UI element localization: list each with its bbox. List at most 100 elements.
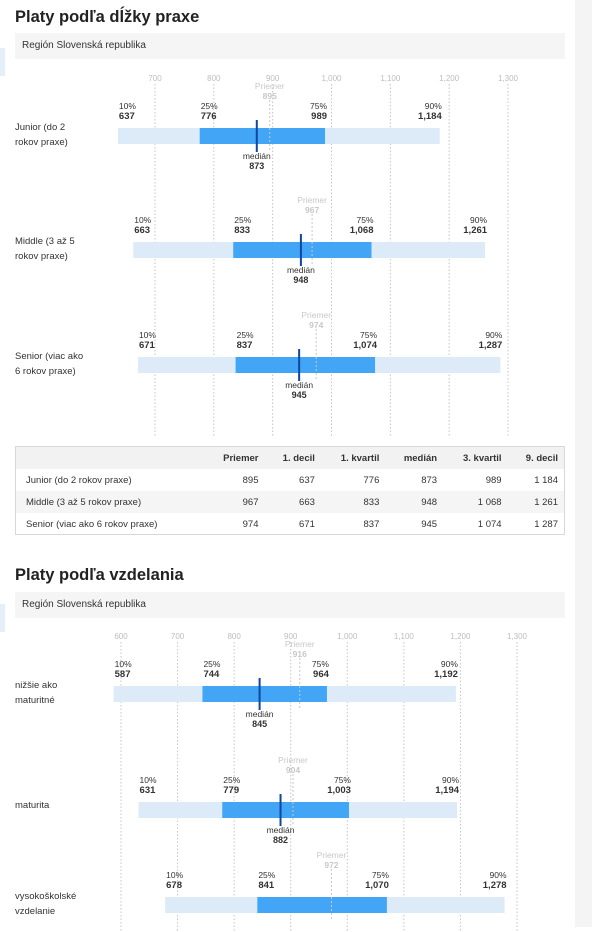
row-label: maturitné <box>15 695 55 706</box>
table-header-quartile1: 1. kvartil <box>320 447 386 469</box>
row-label: Middle (3 až 5 rokov praxe) <box>16 491 205 513</box>
row-label: maturita <box>15 800 50 811</box>
p25-label: 25% <box>234 215 251 225</box>
cell-decile1: 663 <box>264 491 321 513</box>
row-label: nižšie ako <box>15 680 57 691</box>
mean-value: 916 <box>293 649 307 659</box>
x-tick-label: 700 <box>171 632 185 641</box>
p10-value: 637 <box>119 111 135 122</box>
cell-quartile3: 1 068 <box>443 491 508 513</box>
p75-label: 75% <box>310 101 327 111</box>
x-tick-label: 1,200 <box>450 632 471 641</box>
x-tick-label: 800 <box>207 74 221 83</box>
median-marker <box>258 678 261 710</box>
row-label: Senior (viac ako 6 rokov praxe) <box>26 518 158 530</box>
median-label: medián <box>287 265 315 275</box>
p90-value: 1,184 <box>418 111 442 122</box>
iqr-bar <box>202 686 327 702</box>
p90-label: 90% <box>441 659 458 669</box>
salary-by-education-chart: 600 700 800 900 1,000 1,100 1,200 1,300 nižšie a… <box>15 632 528 932</box>
table-row: Junior (do 2 rokov praxe) 895 637 776 87… <box>16 469 564 491</box>
p90-value: 1,287 <box>479 340 503 351</box>
cell-decile9: 1 287 <box>534 518 558 530</box>
cell-median: 948 <box>385 491 444 513</box>
table-header-row: Priemer 1. decil 1. kvartil medián 3. kv… <box>16 447 564 469</box>
section-title-experience: Platy podľa dĺžky praxe <box>15 8 200 26</box>
iqr-bar <box>199 128 326 144</box>
mean-label: Priemer <box>297 195 327 205</box>
p90-label: 90% <box>442 775 459 785</box>
p75-value: 1,070 <box>365 880 389 891</box>
mean-value: 904 <box>286 765 300 775</box>
median-label: medián <box>243 151 271 161</box>
row-label: Junior (do 2 <box>15 122 65 133</box>
x-tick-label: 1,100 <box>380 74 401 83</box>
p10-value: 587 <box>115 669 131 680</box>
median-marker <box>255 120 258 152</box>
median-label: medián <box>285 380 313 390</box>
table-header-cell <box>16 447 205 469</box>
median-marker <box>279 794 282 826</box>
experience-table: Priemer 1. decil 1. kvartil medián 3. kv… <box>15 446 565 535</box>
p90-value: 1,194 <box>435 785 459 796</box>
p10-value: 663 <box>134 225 150 236</box>
table-row: Middle (3 až 5 rokov praxe) 967 663 833 … <box>16 491 564 513</box>
p75-value: 1,003 <box>327 785 351 796</box>
p90-value: 1,278 <box>483 880 507 891</box>
cell-mean: 967 <box>204 491 265 513</box>
x-tick-label: 900 <box>284 632 298 641</box>
median-value: 873 <box>249 161 264 171</box>
row-label: rokov praxe) <box>15 137 68 148</box>
x-tick-label: 1,100 <box>394 632 415 641</box>
p90-value: 1,261 <box>463 225 487 236</box>
table-header-decile9: 9. decil <box>507 447 564 469</box>
median-marker <box>299 234 302 266</box>
p25-value: 837 <box>237 340 253 351</box>
mean-label: Priemer <box>285 639 315 649</box>
cell-quartile3: 989 <box>485 474 502 486</box>
p75-label: 75% <box>334 775 351 785</box>
median-value: 882 <box>273 835 288 845</box>
page-scroll-gutter <box>575 0 592 927</box>
row-label: rokov praxe) <box>15 251 68 262</box>
p75-label: 75% <box>360 330 377 340</box>
x-tick-label: 1,000 <box>337 632 358 641</box>
p90-label: 90% <box>485 330 502 340</box>
p10-label: 10% <box>166 870 183 880</box>
iqr-bar <box>233 242 372 258</box>
p10-label: 10% <box>115 659 132 669</box>
p10-value: 678 <box>166 880 182 891</box>
row-label: Senior (viac ako <box>15 351 83 362</box>
region-label: Región Slovenská republika <box>15 33 565 59</box>
p25-label: 25% <box>258 870 275 880</box>
iqr-bar <box>235 357 376 373</box>
p75-value: 989 <box>311 111 327 122</box>
section-title-education: Platy podľa vzdelania <box>15 566 184 584</box>
table-row: Senior (viac ako 6 rokov praxe) 974 671 … <box>16 513 564 535</box>
x-tick-label: 600 <box>114 632 128 641</box>
mean-label: Priemer <box>255 81 285 91</box>
median-label: medián <box>246 709 274 719</box>
cell-decile1: 637 <box>299 474 315 486</box>
p25-label: 25% <box>201 101 218 111</box>
salary-by-experience-chart: 700 800 900 1,000 1,100 1,200 1,300 Junior (do … <box>15 74 519 437</box>
p75-label: 75% <box>372 870 389 880</box>
p25-value: 744 <box>203 669 220 680</box>
p10-label: 10% <box>119 101 136 111</box>
p25-label: 25% <box>237 330 254 340</box>
mean-value: 895 <box>263 91 277 101</box>
p10-label: 10% <box>134 215 151 225</box>
row-label: vysokoškolské <box>15 891 76 902</box>
x-tick-label: 1,000 <box>321 74 342 83</box>
row-label: Middle (3 až 5 <box>15 236 75 247</box>
table-header-quartile3: 3. kvartil <box>443 447 508 469</box>
cell-decile9: 1 261 <box>507 491 564 513</box>
page-edge-left <box>0 604 5 632</box>
cell-mean: 974 <box>242 518 259 530</box>
mean-value: 974 <box>309 320 323 330</box>
p75-label: 75% <box>312 659 329 669</box>
mean-label: Priemer <box>317 850 347 860</box>
mean-value: 967 <box>305 205 319 215</box>
iqr-bar <box>257 897 387 913</box>
mean-value: 972 <box>324 860 338 870</box>
